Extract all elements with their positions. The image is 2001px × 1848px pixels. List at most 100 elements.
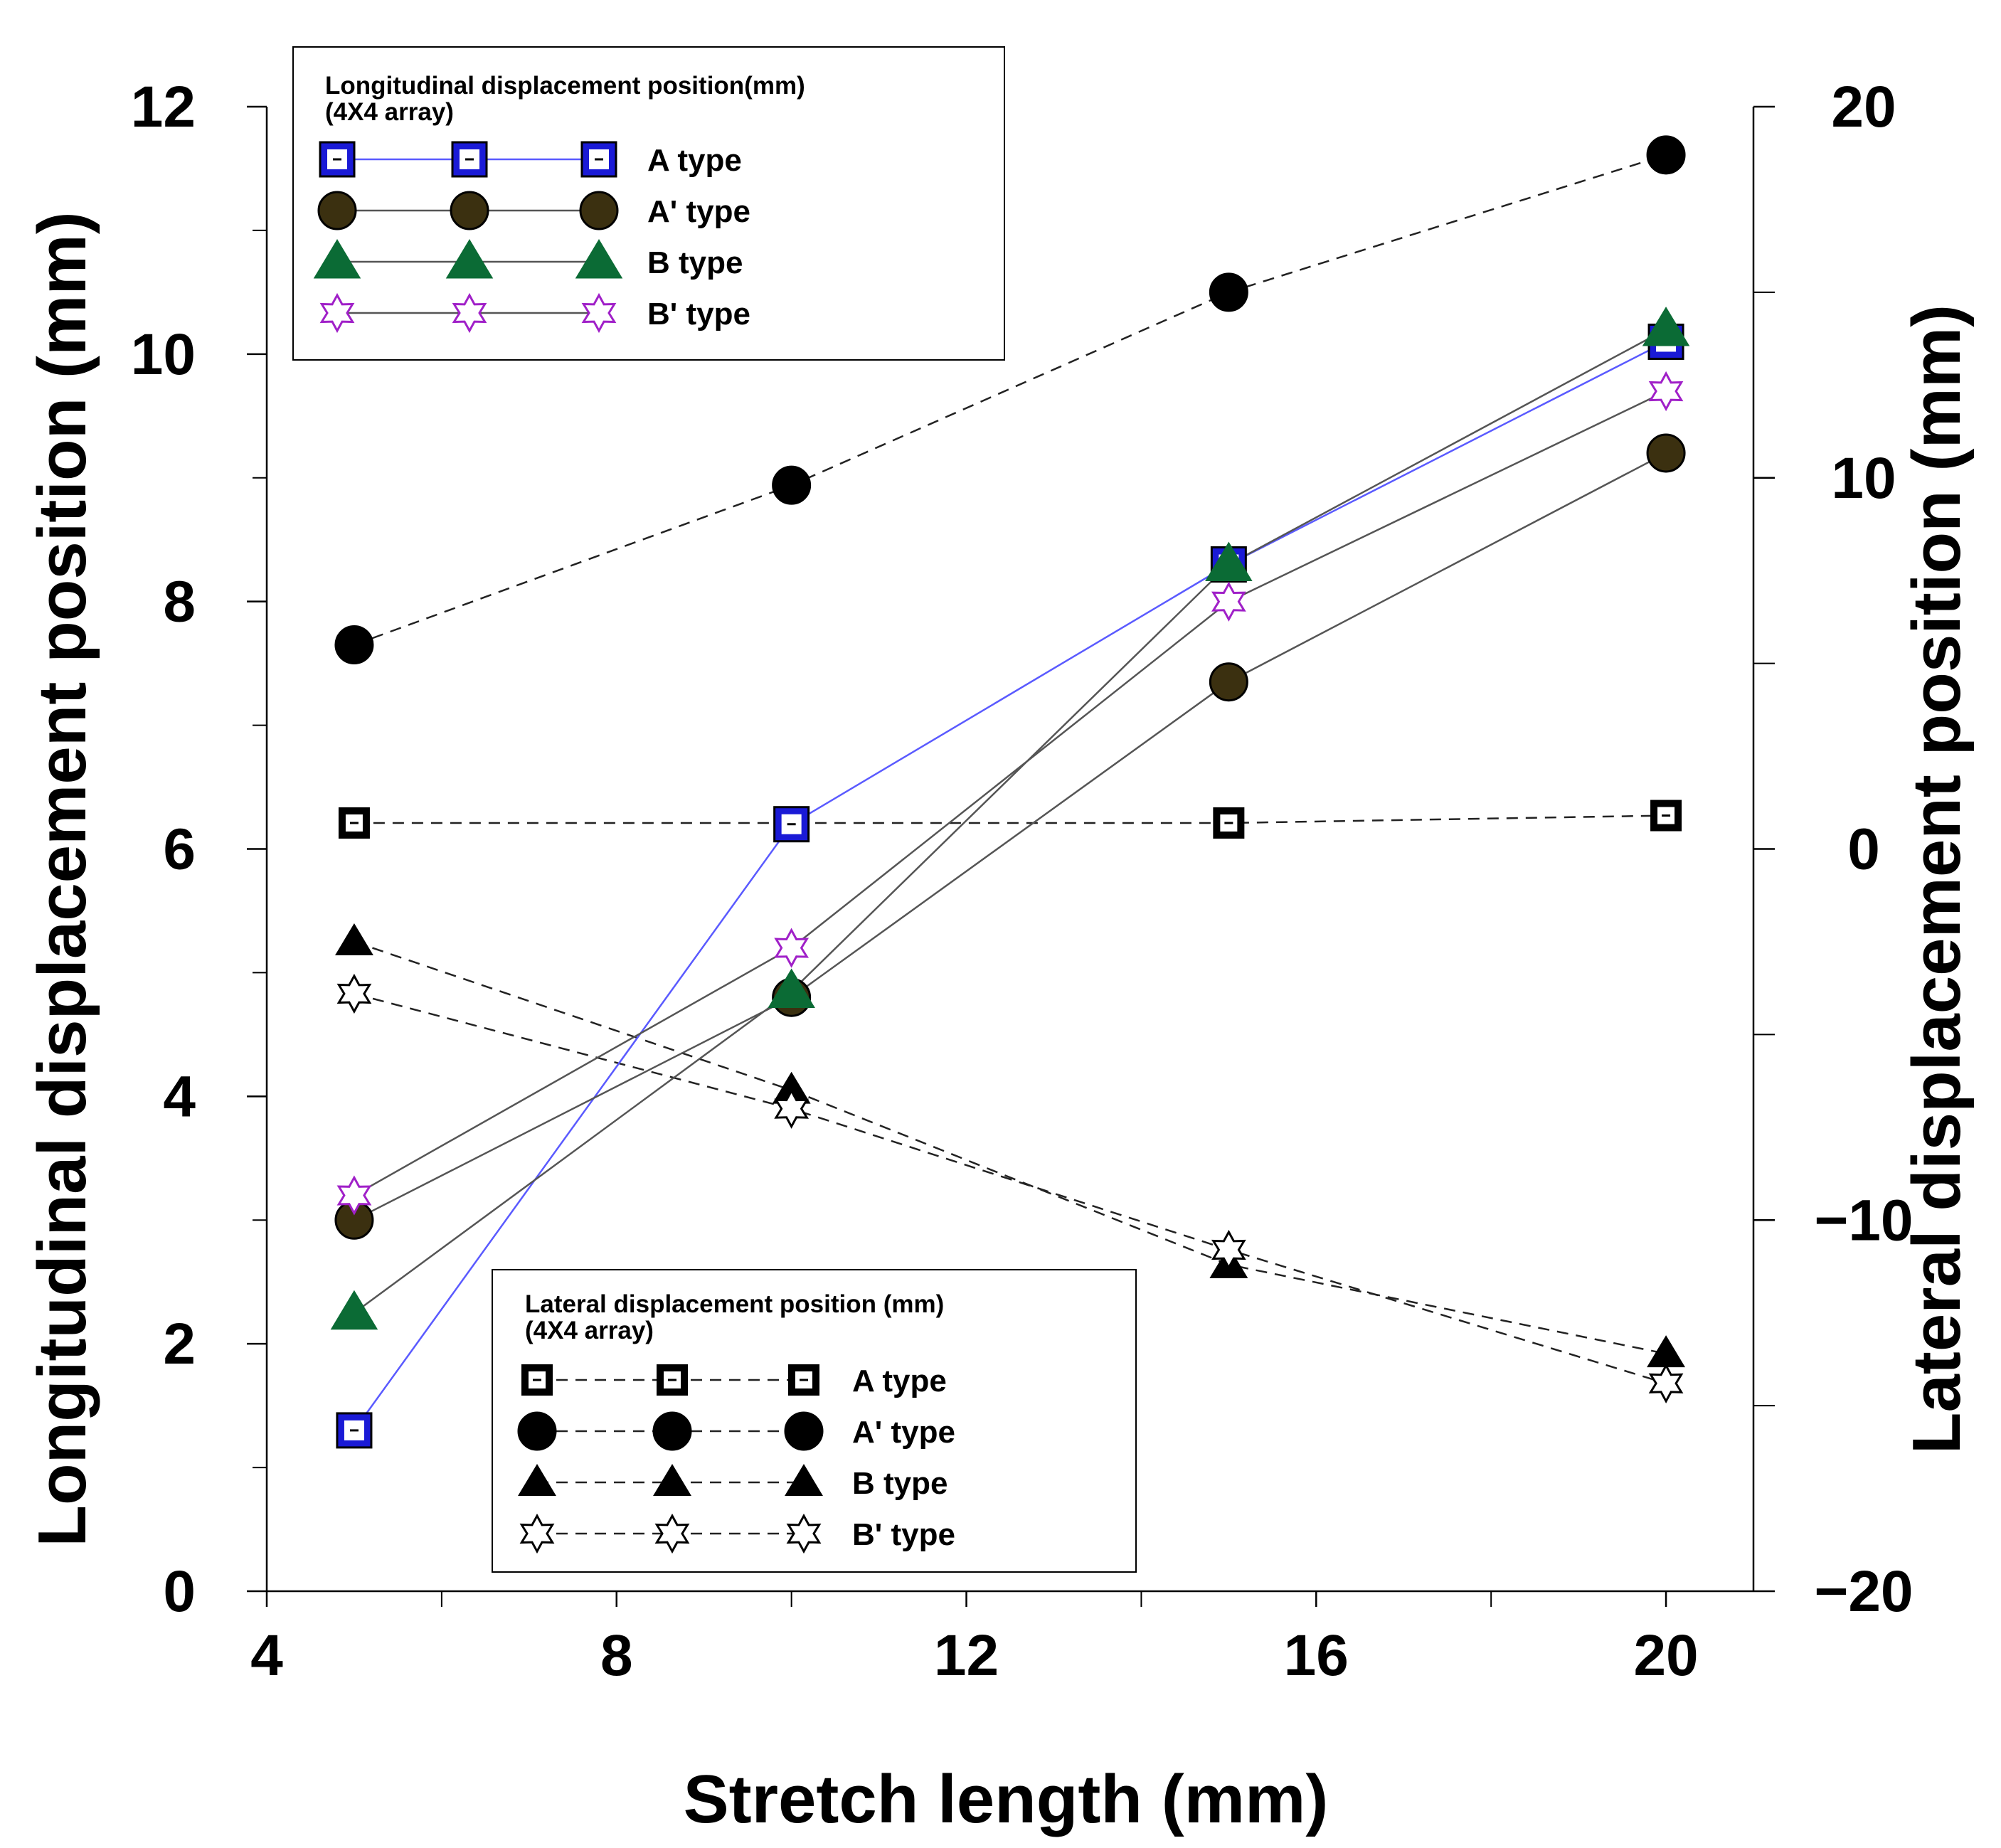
- longitudinal-line-b-type: [354, 328, 1667, 1314]
- circle-marker: [334, 625, 374, 665]
- legend-longitudinal-marker: [450, 191, 489, 230]
- longitudinal-point-triangle: [1205, 541, 1253, 581]
- triangle-marker: [1642, 307, 1690, 346]
- longitudinal-point-triangle: [768, 968, 815, 1009]
- legend-longitudinal-marker: [319, 141, 356, 178]
- circle-marker: [784, 1411, 824, 1451]
- circle-marker: [317, 191, 357, 230]
- legend-lateral-label: A' type: [852, 1415, 955, 1450]
- legend-longitudinal-marker: [579, 191, 619, 230]
- star-marker: [1211, 581, 1246, 622]
- y-axis-right-title: Lateral displacement position (mm): [1899, 304, 1975, 1454]
- legend-lateral-marker: [652, 1411, 692, 1451]
- lateral-line-b-type: [354, 940, 1667, 1355]
- star-marker: [336, 973, 372, 1014]
- legend-longitudinal-label: B' type: [647, 297, 750, 331]
- lateral-point-star: [336, 973, 372, 1014]
- y-left-tick-label: 8: [163, 570, 196, 634]
- legend-lateral-marker: [654, 1513, 690, 1554]
- legend-longitudinal-marker: [317, 191, 357, 230]
- series-lines: [353, 154, 1667, 1431]
- triangle-marker: [334, 923, 373, 955]
- y-axis-left-title: Longitudinal displacement position (mm): [24, 211, 100, 1546]
- y-right-tick-label: −20: [1814, 1559, 1913, 1624]
- lateral-point-square: [1213, 807, 1245, 839]
- lateral-point-square: [338, 807, 370, 839]
- x-tick-label: 12: [934, 1623, 999, 1688]
- star-marker: [774, 1088, 810, 1129]
- legend-lateral-marker: [786, 1513, 822, 1554]
- star-marker: [319, 292, 355, 334]
- star-marker: [452, 292, 487, 334]
- y-left-tick-label: 6: [163, 817, 196, 882]
- legend-longitudinal-label: A type: [647, 143, 742, 178]
- circle-marker: [517, 1411, 557, 1451]
- x-tick-label: 4: [250, 1623, 283, 1688]
- y-right-tick-label: −10: [1814, 1188, 1913, 1253]
- y-right-tick-label: 10: [1831, 446, 1896, 511]
- star-marker: [1648, 371, 1684, 412]
- legend-lateral-marker: [788, 1364, 819, 1396]
- lateral-point-circle: [334, 625, 374, 665]
- legend-lateral-marker: [517, 1411, 557, 1451]
- star-marker: [519, 1513, 555, 1554]
- legend-lateral-subtitle: (4X4 array): [525, 1317, 654, 1344]
- x-tick-label: 8: [600, 1623, 633, 1688]
- longitudinal-point-circle: [1646, 433, 1686, 473]
- longitudinal-point-square: [336, 1412, 373, 1449]
- legend-lateral-label: A type: [852, 1364, 947, 1398]
- longitudinal-point-triangle: [330, 1290, 378, 1330]
- longitudinal-point-star: [336, 1175, 372, 1216]
- x-axis-title: Stretch length (mm): [684, 1761, 1329, 1837]
- circle-marker: [1209, 662, 1248, 702]
- triangle-marker: [785, 1464, 823, 1496]
- legend-longitudinal-marker: [581, 292, 617, 334]
- legend-lateral-label: B' type: [852, 1517, 955, 1552]
- legend-longitudinal-label: A' type: [647, 194, 750, 229]
- star-marker: [336, 1175, 372, 1216]
- legend-longitudinal: Longitudinal displacement position(mm) (…: [292, 46, 1005, 361]
- legend-longitudinal-marker: [445, 239, 494, 279]
- star-marker: [654, 1513, 690, 1554]
- circle-marker: [579, 191, 619, 230]
- star-marker: [1211, 1229, 1246, 1270]
- lateral-point-star: [1648, 1363, 1684, 1403]
- circle-marker: [772, 465, 812, 505]
- legend-lateral-marker: [657, 1364, 688, 1396]
- legend-lateral-marker: [784, 1411, 824, 1451]
- legend-longitudinal-marker: [451, 141, 488, 178]
- y-left-tick-label: 0: [163, 1559, 196, 1624]
- triangle-marker: [445, 239, 494, 279]
- triangle-marker: [313, 239, 361, 279]
- y-right-tick-label: 0: [1847, 817, 1880, 882]
- lateral-point-triangle: [334, 923, 373, 955]
- longitudinal-point-circle: [1209, 662, 1248, 702]
- y-left-tick-label: 10: [131, 322, 196, 387]
- lateral-line-ap-type: [354, 154, 1667, 646]
- circle-marker: [652, 1411, 692, 1451]
- legend-lateral-marker: [653, 1464, 691, 1496]
- series-markers: [330, 135, 1690, 1449]
- y-left-tick-label: 2: [163, 1312, 196, 1376]
- legend-lateral-marker: [518, 1464, 556, 1496]
- x-tick-label: 20: [1633, 1623, 1698, 1688]
- triangle-marker: [575, 239, 623, 279]
- lateral-point-star: [774, 1088, 810, 1129]
- star-marker: [1648, 1363, 1684, 1403]
- star-marker: [786, 1513, 822, 1554]
- circle-marker: [450, 191, 489, 230]
- circle-marker: [1646, 135, 1686, 175]
- triangle-marker: [1205, 541, 1253, 581]
- circle-marker: [1646, 433, 1686, 473]
- legend-lateral-marker: [785, 1464, 823, 1496]
- triangle-marker: [330, 1290, 378, 1330]
- longitudinal-point-star: [1648, 371, 1684, 412]
- legend-longitudinal-marker: [575, 239, 623, 279]
- legend-longitudinal-marker: [319, 292, 355, 334]
- legend-lateral-label: B type: [852, 1466, 948, 1501]
- circle-marker: [1209, 272, 1248, 312]
- legend-longitudinal-label: B type: [647, 245, 743, 280]
- triangle-marker: [518, 1464, 556, 1496]
- axis-ticks: 4 8 12 16 20 0 2 4 6 8 10 12 −20 −10 0 10 20: [131, 75, 1914, 1688]
